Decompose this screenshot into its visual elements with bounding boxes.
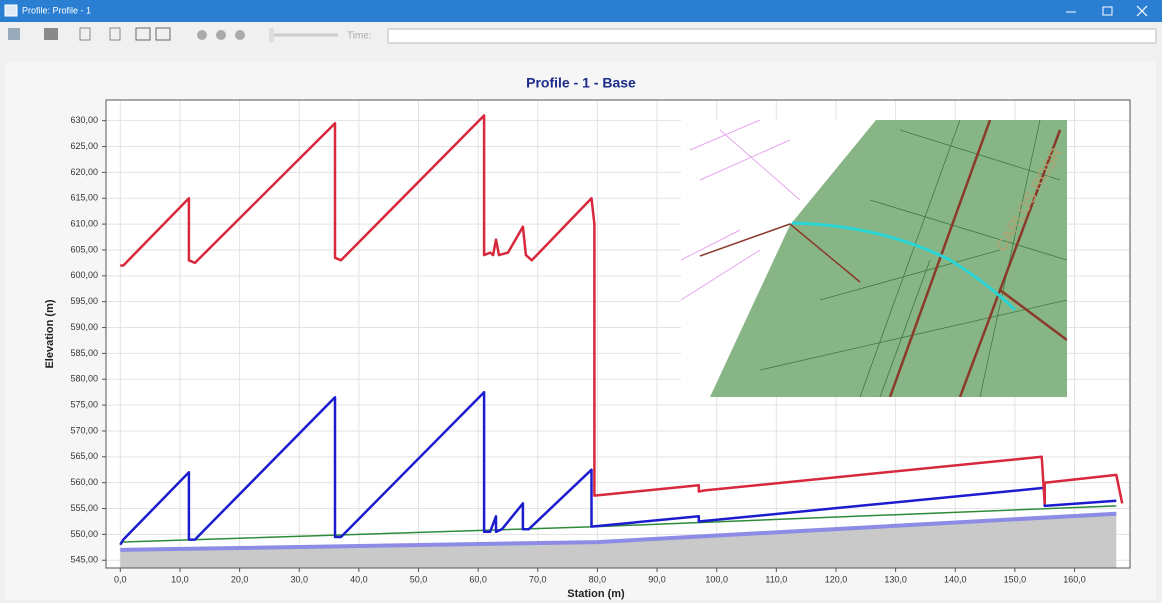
y-tick-label: 565,00 <box>70 451 98 461</box>
x-tick-label: 100,0 <box>705 574 728 584</box>
y-tick-label: 560,00 <box>70 477 98 487</box>
time-label: Time: <box>347 31 372 42</box>
x-axis-title: Station (m) <box>567 588 625 600</box>
y-tick-label: 575,00 <box>70 399 98 409</box>
y-tick-label: 595,00 <box>70 296 98 306</box>
x-tick-label: 150,0 <box>1004 574 1027 584</box>
window: Profile: Profile - 1 Time: Profile - 1 -… <box>0 0 1162 603</box>
x-tick-label: 140,0 <box>944 574 967 584</box>
play-back-button[interactable] <box>197 30 207 40</box>
title-bar <box>0 0 1162 22</box>
page: Profile: Profile - 1 Time: Profile - 1 -… <box>0 0 1162 603</box>
y-tick-label: 580,00 <box>70 374 98 384</box>
y-tick-label: 550,00 <box>70 529 98 539</box>
x-tick-label: 0,0 <box>114 574 127 584</box>
y-tick-label: 600,00 <box>70 270 98 280</box>
y-tick-label: 555,00 <box>70 503 98 513</box>
x-tick-label: 90,0 <box>648 574 666 584</box>
x-tick-label: 120,0 <box>825 574 848 584</box>
y-tick-label: 625,00 <box>70 141 98 151</box>
x-tick-label: 10,0 <box>171 574 189 584</box>
x-tick-label: 50,0 <box>410 574 428 584</box>
y-tick-label: 585,00 <box>70 348 98 358</box>
x-tick-label: 160,0 <box>1063 574 1086 584</box>
y-tick-label: 590,00 <box>70 322 98 332</box>
play-button[interactable] <box>235 30 245 40</box>
y-tick-label: 605,00 <box>70 244 98 254</box>
x-tick-label: 70,0 <box>529 574 547 584</box>
app-icon <box>5 5 17 16</box>
window-title: Profile: Profile - 1 <box>22 5 91 15</box>
chart-title: Profile - 1 - Base <box>526 75 636 91</box>
y-tick-label: 620,00 <box>70 167 98 177</box>
inset-map: CARLOS ROSR <box>681 120 1067 397</box>
y-tick-label: 615,00 <box>70 193 98 203</box>
x-tick-label: 110,0 <box>765 574 787 584</box>
x-tick-label: 80,0 <box>589 574 607 584</box>
x-tick-label: 60,0 <box>469 574 487 584</box>
x-tick-label: 30,0 <box>290 574 308 584</box>
tool-button[interactable] <box>8 28 20 40</box>
y-tick-label: 630,00 <box>70 115 98 125</box>
y-tick-label: 610,00 <box>70 218 98 228</box>
x-tick-label: 130,0 <box>884 574 907 584</box>
slider-thumb[interactable] <box>269 28 274 42</box>
y-tick-label: 545,00 <box>70 555 98 565</box>
y-tick-label: 570,00 <box>70 425 98 435</box>
time-field[interactable] <box>388 29 1156 43</box>
x-tick-label: 20,0 <box>231 574 249 584</box>
print-button[interactable] <box>44 28 58 40</box>
pause-button[interactable] <box>216 30 226 40</box>
y-axis-title: Elevation (m) <box>44 299 56 368</box>
x-tick-label: 40,0 <box>350 574 368 584</box>
